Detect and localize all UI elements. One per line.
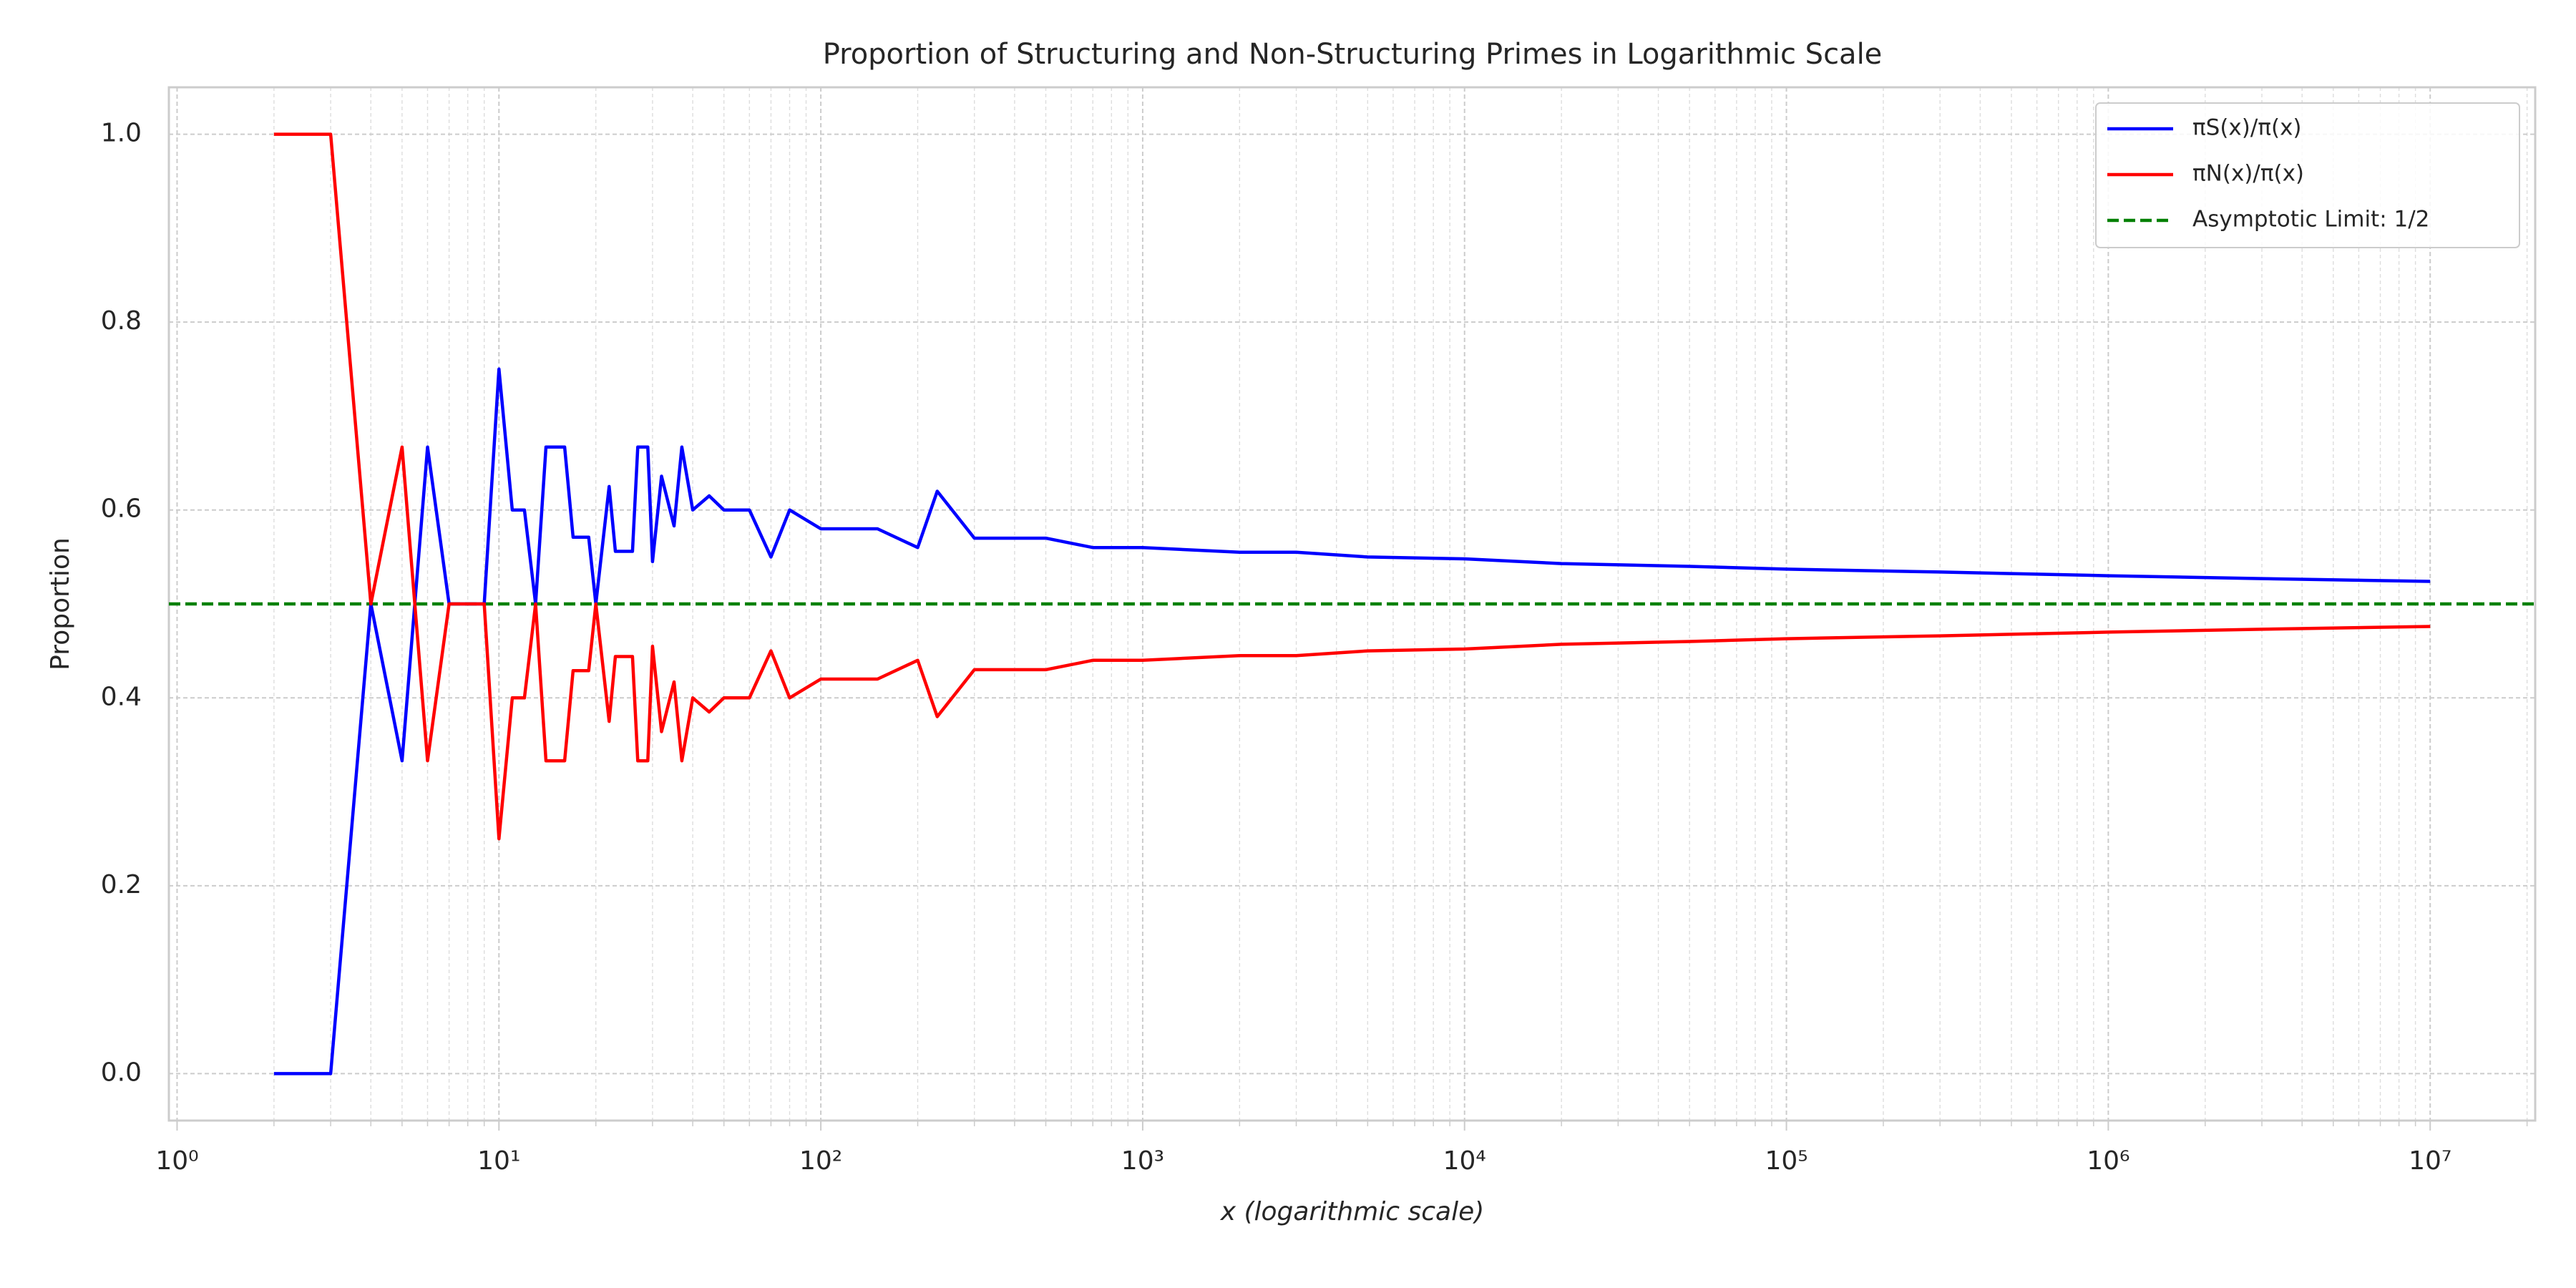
x-axis-label: x (logarithmic scale)	[1220, 1197, 1485, 1226]
x-tick-label: 10⁰	[155, 1146, 198, 1176]
y-axis-label: Proportion	[46, 537, 75, 670]
y-tick-label: 0.4	[101, 682, 142, 711]
series-line	[273, 367, 2431, 1075]
series-line	[273, 132, 2431, 841]
legend-label: πS(x)/π(x)	[2192, 115, 2302, 141]
legend-label: Asymptotic Limit: 1/2	[2192, 207, 2429, 233]
x-tick-label: 10¹	[477, 1146, 520, 1176]
y-tick-label: 0.0	[101, 1058, 142, 1087]
x-tick-label: 10⁵	[1765, 1146, 1807, 1176]
x-tick-label: 10³	[1121, 1146, 1164, 1176]
legend-label: πN(x)/π(x)	[2192, 161, 2304, 187]
y-tick-label: 0.8	[101, 306, 142, 336]
y-tick-label: 0.6	[101, 494, 142, 524]
x-tick-label: 10⁴	[1443, 1146, 1486, 1176]
y-tick-label: 0.2	[101, 870, 142, 899]
x-tick-label: 10⁶	[2087, 1146, 2129, 1176]
chart-title: Proportion of Structuring and Non-Struct…	[823, 38, 1883, 71]
x-tick-label: 10⁷	[2409, 1146, 2451, 1176]
x-tick-label: 10²	[799, 1146, 842, 1176]
legend-box	[2095, 102, 2520, 248]
y-tick-label: 1.0	[101, 119, 142, 148]
